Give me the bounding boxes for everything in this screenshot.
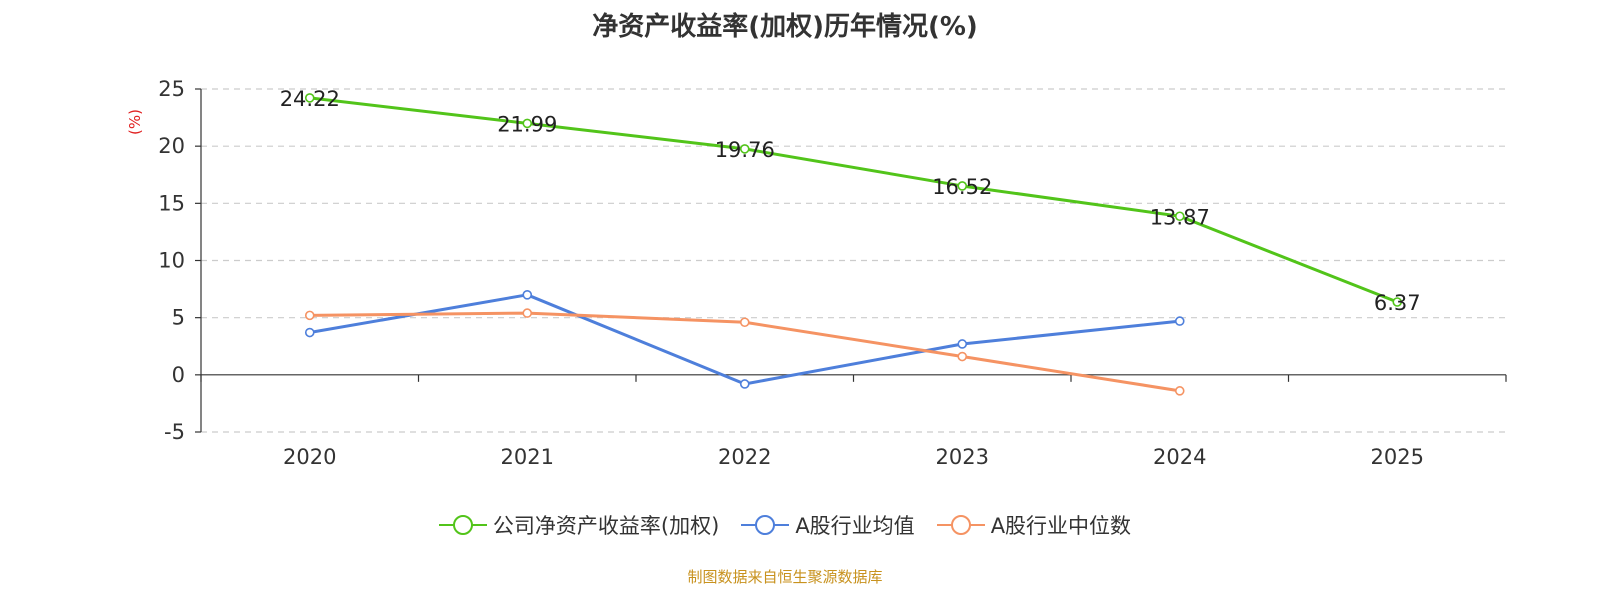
y-tick-label: 20 — [158, 134, 185, 158]
x-tick-label: 2022 — [718, 445, 771, 469]
legend: 公司净资产收益率(加权) A股行业均值 A股行业中位数 — [0, 510, 1570, 540]
data-point — [739, 144, 750, 154]
y-tick-label: 0 — [172, 363, 185, 387]
y-tick-label: 10 — [158, 249, 185, 273]
data-label: 24.22 — [280, 87, 340, 111]
chart-title: 净资产收益率(加权)历年情况(%) — [592, 12, 978, 42]
data-point — [957, 351, 968, 362]
data-point — [957, 181, 968, 191]
data-point — [1174, 386, 1185, 396]
legend-label: A股行业均值 — [795, 514, 915, 538]
data-point — [1174, 211, 1185, 222]
legend-marker-icon — [438, 515, 487, 535]
y-axis-unit-label: (%) — [126, 109, 144, 135]
y-tick-label: 25 — [158, 77, 185, 101]
data-label: 16.52 — [932, 175, 992, 199]
y-tick-label: 5 — [172, 306, 185, 330]
x-tick-label: 2021 — [501, 445, 554, 469]
legend-marker-icon — [936, 515, 985, 535]
x-tick-label: 2023 — [936, 445, 989, 469]
data-point — [522, 308, 533, 318]
data-label: 6.37 — [1374, 291, 1421, 315]
x-tick-label: 2024 — [1153, 445, 1206, 469]
data-label: 21.99 — [497, 112, 557, 136]
data-point — [304, 93, 315, 103]
legend-item-company[interactable]: 公司净资产收益率(加权) — [438, 510, 720, 540]
data-point — [739, 379, 750, 389]
legend-marker-icon — [741, 515, 790, 535]
data-point — [304, 310, 315, 321]
data-point — [739, 317, 750, 328]
x-tick-label: 2020 — [283, 445, 336, 469]
source-note: 制图数据来自恒生聚源数据库 — [687, 568, 883, 586]
legend-item-industry-median[interactable]: A股行业中位数 — [936, 510, 1132, 540]
x-tick-label: 2025 — [1371, 445, 1424, 469]
legend-item-industry-mean[interactable]: A股行业均值 — [741, 510, 915, 540]
series-line — [309, 96, 1398, 304]
y-tick-label: 15 — [158, 191, 185, 215]
legend-label: A股行业中位数 — [990, 514, 1132, 538]
data-label: 19.76 — [715, 138, 775, 162]
data-point — [1174, 316, 1185, 326]
data-label: 13.87 — [1150, 205, 1210, 229]
data-point — [304, 327, 315, 338]
data-point — [1392, 297, 1403, 307]
legend-label: 公司净资产收益率(加权) — [492, 514, 720, 538]
y-tick-label: -5 — [164, 420, 185, 444]
data-point — [522, 118, 533, 129]
data-point — [957, 339, 968, 349]
data-point — [522, 289, 533, 300]
